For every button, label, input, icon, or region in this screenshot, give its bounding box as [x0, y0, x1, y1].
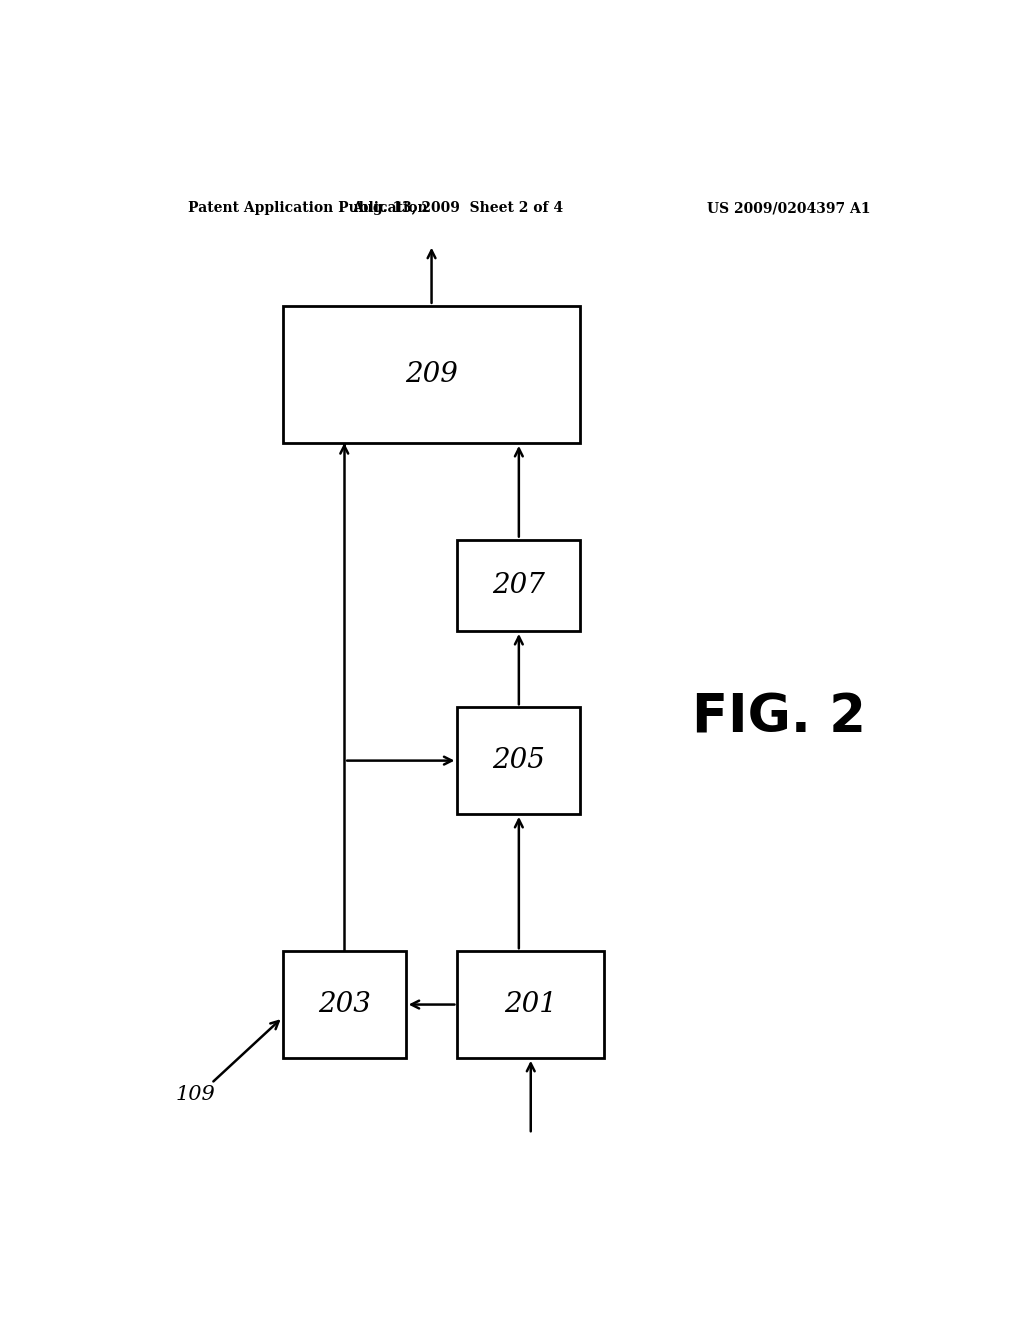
Text: 207: 207	[493, 572, 546, 599]
Bar	[283, 306, 581, 444]
Text: Patent Application Publication: Patent Application Publication	[187, 201, 427, 215]
Text: Aug. 13, 2009  Sheet 2 of 4: Aug. 13, 2009 Sheet 2 of 4	[352, 201, 563, 215]
Bar	[458, 708, 581, 814]
Bar	[458, 952, 604, 1057]
Text: 109: 109	[175, 1085, 215, 1105]
Text: US 2009/0204397 A1: US 2009/0204397 A1	[707, 201, 870, 215]
Text: FIG. 2: FIG. 2	[692, 692, 865, 743]
Bar	[283, 952, 406, 1057]
Text: 203: 203	[317, 991, 371, 1018]
Text: 209: 209	[406, 360, 458, 388]
Bar	[458, 540, 581, 631]
Text: 205: 205	[493, 747, 546, 774]
Text: 201: 201	[504, 991, 557, 1018]
